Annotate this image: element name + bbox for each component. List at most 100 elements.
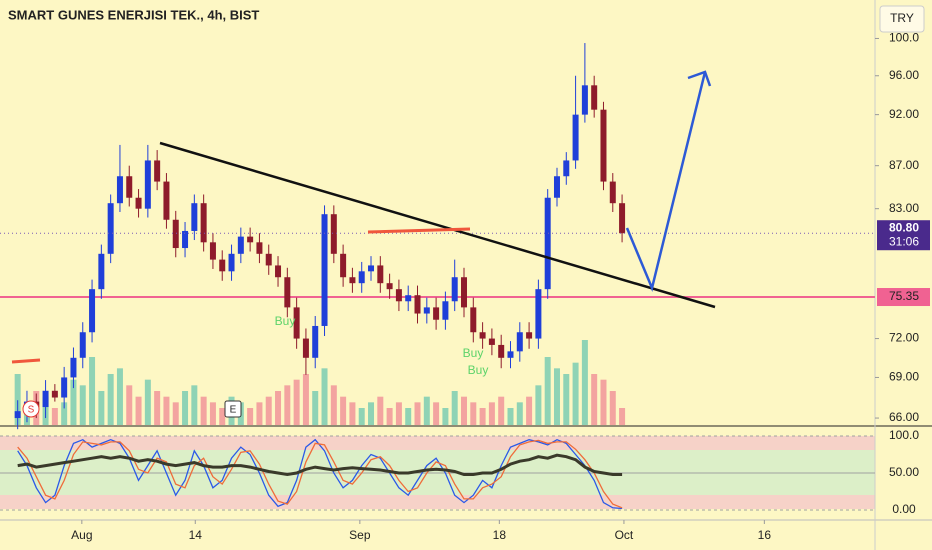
y-tick-label: 69.00 xyxy=(889,370,919,384)
candle-body xyxy=(498,344,505,358)
candle-body xyxy=(340,253,347,278)
candle-body xyxy=(51,390,58,398)
candle-body xyxy=(219,259,226,272)
split-marker-label[interactable]: S xyxy=(28,405,35,416)
volume-bar xyxy=(154,391,161,425)
volume-bar xyxy=(544,357,551,425)
volume-bar xyxy=(526,396,533,425)
volume-bar xyxy=(619,408,626,425)
volume-bar xyxy=(414,402,421,425)
resistance-line xyxy=(367,227,471,234)
volume-bar xyxy=(535,385,542,425)
earnings-marker-label[interactable]: E xyxy=(230,405,237,416)
candle-body xyxy=(321,214,328,326)
volume-bar xyxy=(200,396,207,425)
candle-body xyxy=(265,253,272,266)
last-price-box xyxy=(877,220,930,251)
candle-body xyxy=(182,230,189,249)
x-tick-label: 18 xyxy=(493,528,507,542)
y-tick-label: 96.00 xyxy=(889,68,919,82)
volume-bar xyxy=(293,379,300,425)
volume-bar xyxy=(591,374,598,425)
candle-body xyxy=(237,236,244,254)
y-tick-label: 92.00 xyxy=(889,107,919,121)
currency-button[interactable] xyxy=(879,5,925,33)
candle-body xyxy=(451,277,458,302)
candle-body xyxy=(135,197,142,209)
overbought-band xyxy=(0,436,875,450)
indicator-line xyxy=(17,439,623,509)
candle-body xyxy=(163,181,170,220)
x-tick-label: Sep xyxy=(349,528,371,542)
chart-title: SMART GUNES ENERJISI TEK., 4h, BIST xyxy=(8,7,259,22)
candle-body xyxy=(144,160,151,209)
candle-body xyxy=(302,338,309,358)
resistance-line xyxy=(11,358,41,364)
candle-body xyxy=(61,377,68,398)
y-tick-label: 50.00 xyxy=(889,465,919,479)
stoch-band xyxy=(0,450,875,495)
candle-body xyxy=(414,295,421,314)
split-marker[interactable] xyxy=(22,400,40,418)
candle-body xyxy=(581,85,588,115)
candle-body xyxy=(358,271,365,284)
volume-bar xyxy=(572,362,579,425)
y-tick-label: 72.00 xyxy=(889,331,919,345)
candle-body xyxy=(89,289,96,333)
candle-body xyxy=(609,181,616,204)
arrow-head xyxy=(687,70,712,87)
candle-body xyxy=(423,307,430,314)
candle-body xyxy=(209,242,216,260)
volume-bar xyxy=(609,391,616,425)
candle-body xyxy=(591,85,598,110)
volume-bar xyxy=(581,340,588,425)
volume-bar xyxy=(256,402,263,425)
candle-body xyxy=(228,253,235,272)
indicator-line xyxy=(17,438,623,510)
candle-body xyxy=(126,176,133,198)
volume-bar xyxy=(479,408,486,425)
candle-body xyxy=(154,160,161,182)
volume-bar xyxy=(507,408,514,425)
candle-body xyxy=(368,265,375,272)
x-tick-label: 14 xyxy=(189,528,203,542)
volume-bar xyxy=(116,368,123,425)
candle-body xyxy=(433,307,440,320)
candle-body xyxy=(200,203,207,243)
candle-body xyxy=(544,197,551,290)
buy-label: Buy xyxy=(275,314,296,328)
candle-body xyxy=(14,411,21,419)
volume-bar xyxy=(433,402,440,425)
volume-bar xyxy=(182,391,189,425)
countdown: 31:06 xyxy=(889,234,919,248)
x-tick-label: Oct xyxy=(615,528,634,542)
candle-body xyxy=(461,277,468,308)
volume-bar xyxy=(368,402,375,425)
candle-body xyxy=(442,301,449,320)
currency[interactable]: TRY xyxy=(890,11,914,25)
volume-bar xyxy=(79,385,86,425)
candle-body xyxy=(349,277,356,284)
candle-body xyxy=(470,307,477,333)
volume-bar xyxy=(209,402,216,425)
earnings-marker[interactable] xyxy=(224,400,242,418)
volume-bar xyxy=(330,385,337,425)
y-tick-label: 100.0 xyxy=(889,428,919,442)
volume-bar xyxy=(135,396,142,425)
buy-label: Buy xyxy=(468,363,489,377)
volume-bar xyxy=(442,408,449,425)
candle-body xyxy=(535,289,542,339)
candle-body xyxy=(619,203,626,234)
candle-body xyxy=(526,332,533,339)
candle-body xyxy=(98,253,105,290)
candle-body xyxy=(479,332,486,339)
volume-bar xyxy=(321,368,328,425)
trendline xyxy=(159,141,716,309)
candle-body xyxy=(377,265,384,284)
volume-bar xyxy=(172,402,179,425)
indicator-line xyxy=(17,453,623,477)
last-price-label: 80.80 xyxy=(889,220,919,234)
volume-bar xyxy=(377,396,384,425)
oversold-band xyxy=(0,495,875,509)
candle-body xyxy=(275,265,282,278)
